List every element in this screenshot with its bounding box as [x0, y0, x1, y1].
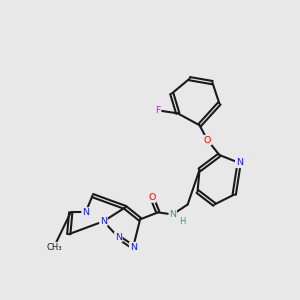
Text: O: O [148, 193, 156, 202]
Text: N: N [169, 210, 176, 219]
Text: F: F [155, 106, 160, 115]
Text: N: N [130, 243, 137, 252]
Text: N: N [115, 233, 122, 242]
Text: N: N [100, 217, 107, 226]
Text: O: O [204, 136, 211, 145]
Text: N: N [236, 158, 243, 167]
Text: H: H [179, 217, 186, 226]
Text: N: N [82, 208, 89, 217]
Text: CH₃: CH₃ [46, 243, 62, 252]
